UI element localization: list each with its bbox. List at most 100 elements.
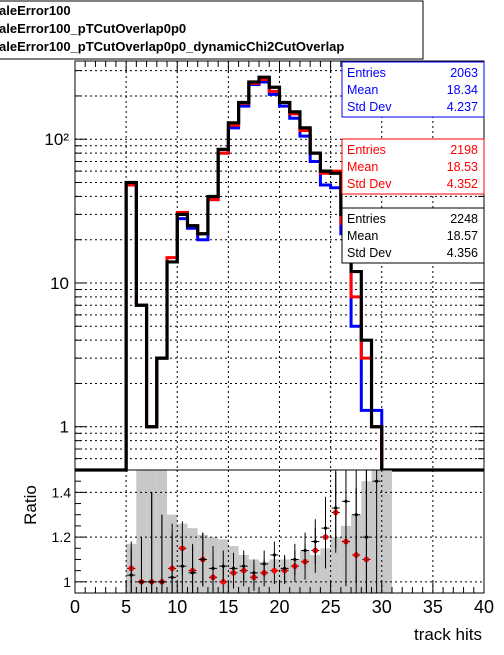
stats-label: Mean xyxy=(347,160,378,174)
ratio-point-black xyxy=(260,550,269,578)
legend-line-1: aleError100 xyxy=(0,3,71,18)
ratio-point-black xyxy=(352,470,361,582)
stats-label: Mean xyxy=(347,229,378,243)
ratio-points xyxy=(127,470,381,593)
band-bin xyxy=(381,470,392,593)
ratio-marker xyxy=(201,557,205,562)
x-tick-label: 40 xyxy=(474,597,494,617)
ratio-point-black xyxy=(178,539,187,593)
x-tick-label: 0 xyxy=(70,597,80,617)
ratio-marker xyxy=(344,499,348,503)
stats-label: Mean xyxy=(347,83,378,97)
ratio-marker xyxy=(354,513,358,517)
ratio-point-black xyxy=(270,541,279,569)
ratio-marker xyxy=(211,566,215,571)
ratio-marker xyxy=(334,506,338,510)
x-tick-labels: 0 5 10 15 20 25 30 35 40 xyxy=(70,597,494,617)
stats-value: 18.57 xyxy=(447,229,478,243)
ratio-point-black xyxy=(229,552,238,585)
x-tick-label: 30 xyxy=(372,597,392,617)
stats-label: Std Dev xyxy=(347,100,392,114)
ratio-marker xyxy=(272,553,276,557)
stats-label: Std Dev xyxy=(347,177,392,191)
ratio-marker xyxy=(139,580,144,584)
stats-value: 18.34 xyxy=(447,83,478,97)
y-axis-label: Ratio xyxy=(21,485,40,525)
bottom-y-tick-labels: 1 1.2 1.4 xyxy=(52,484,72,589)
ratio-marker xyxy=(252,571,256,575)
x-tick-label: 5 xyxy=(121,597,131,617)
stats-label: Std Dev xyxy=(347,246,392,260)
ratio-point-black xyxy=(219,550,228,582)
stats-value: 4.237 xyxy=(447,100,478,114)
ratio-marker xyxy=(231,566,236,571)
bottom-grid xyxy=(75,470,484,593)
band-bin xyxy=(136,470,147,593)
stats-value: 2248 xyxy=(450,212,478,226)
ratio-marker xyxy=(271,567,278,574)
stats-label: Entries xyxy=(347,66,386,80)
stats-box-frame xyxy=(341,61,485,118)
band-bin xyxy=(310,554,321,593)
bottom-y-tick-label: 1.2 xyxy=(52,529,72,545)
ratio-point-black xyxy=(362,470,371,593)
ratio-marker xyxy=(262,562,266,566)
top-y-tick-label: 10² xyxy=(44,130,69,149)
stats-box-frame xyxy=(341,207,485,264)
ratio-marker xyxy=(303,548,307,553)
ratio-point-black xyxy=(372,470,381,593)
ratio-point-black xyxy=(301,532,310,569)
ratio-point-black xyxy=(239,550,248,582)
bottom-y-tick-label: 1.4 xyxy=(52,484,72,500)
stats-value: 4.356 xyxy=(447,246,478,260)
ratio-marker xyxy=(375,479,379,483)
x-tick-label: 20 xyxy=(269,597,289,617)
ratio-marker xyxy=(129,573,133,577)
legend-box: aleError100 aleError100_pTCutOverlap0p0 … xyxy=(0,0,424,60)
ratio-marker xyxy=(160,580,164,584)
ratio-point-black xyxy=(341,470,350,547)
ratio-marker xyxy=(313,539,317,544)
stats-value: 18.53 xyxy=(447,160,478,174)
histogram-black xyxy=(75,75,484,472)
top-y-tick-label: 1 xyxy=(60,418,69,437)
ratio-point-black xyxy=(209,546,218,591)
top-y-tick-labels: 1 10 10² xyxy=(44,130,69,437)
ratio-point-black xyxy=(188,546,197,593)
ratio-marker xyxy=(170,575,174,579)
top-histograms xyxy=(75,75,484,472)
ratio-point-black xyxy=(147,492,156,593)
ratio-point-black xyxy=(311,519,320,564)
ratio-point-black xyxy=(157,514,166,593)
ratio-marker xyxy=(150,580,154,584)
band-bin xyxy=(330,537,341,593)
ratio-marker xyxy=(293,557,297,562)
ratio-point-black xyxy=(290,543,299,576)
bottom-y-tick-label: 1 xyxy=(63,574,71,590)
ratio-marker xyxy=(242,564,246,568)
stats-box-frame xyxy=(341,138,485,195)
ratio-marker xyxy=(221,564,225,568)
ratio-point-black xyxy=(280,554,289,582)
x-axis-label: track hits xyxy=(414,625,482,644)
band-bin xyxy=(320,548,331,593)
x-tick-label: 25 xyxy=(321,597,341,617)
ratio-point-black xyxy=(127,548,136,593)
stats-box-black: Entries 2248 Mean 18.57 Std Dev 4.356 xyxy=(341,207,485,264)
x-tick-label: 15 xyxy=(218,597,238,617)
ratio-point-black xyxy=(321,496,330,560)
x-tick-label: 10 xyxy=(167,597,187,617)
stats-value: 2063 xyxy=(450,66,478,80)
ratio-marker xyxy=(323,526,328,530)
ratio-point-black xyxy=(331,470,340,549)
bottom-axis-ticks xyxy=(74,469,485,593)
ratio-marker xyxy=(190,571,195,575)
ratio-marker xyxy=(283,566,287,571)
x-tick-label: 35 xyxy=(423,597,443,617)
ratio-point-black xyxy=(249,559,258,587)
ratio-marker xyxy=(180,564,184,568)
stats-box-blue: Entries 2063 Mean 18.34 Std Dev 4.237 xyxy=(341,61,485,118)
ratio-point-black xyxy=(198,532,207,587)
ratio-marker xyxy=(364,535,369,539)
